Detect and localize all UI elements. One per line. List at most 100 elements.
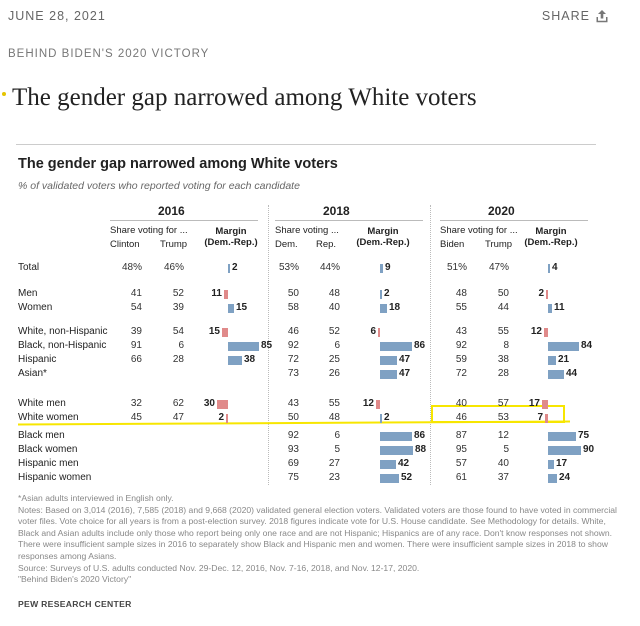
row-label: Hispanic men (18, 458, 79, 469)
value-cand2: 23 (328, 472, 340, 483)
row-label: Women (18, 302, 53, 313)
value-cand1: 58 (287, 302, 299, 313)
value-cand2: 55 (497, 326, 509, 337)
margin-bar-rep (376, 400, 380, 409)
value-cand1: 50 (287, 288, 299, 299)
margin-value: 42 (398, 458, 410, 469)
column-separator (430, 205, 431, 485)
value-cand2: 27 (328, 458, 340, 469)
margin-value: 90 (583, 444, 595, 455)
share-icon (596, 9, 608, 22)
row-label: White women (18, 412, 79, 423)
margin-value: 6 (370, 326, 376, 337)
margin-bar-dem (380, 460, 396, 469)
margin-bar-dem (380, 264, 383, 273)
row-label: Asian* (18, 368, 47, 379)
value-cand1: 73 (287, 368, 299, 379)
margin-value: 24 (559, 472, 571, 483)
candidate-2-header: Trump (160, 239, 188, 250)
margin-bar-dem (380, 290, 382, 299)
margin-value: 30 (203, 398, 215, 409)
margin-bar-dem (548, 474, 557, 483)
value-cand1: 92 (287, 340, 299, 351)
margin-value: 15 (236, 302, 248, 313)
margin-value: 12 (530, 326, 542, 337)
value-cand1: 66 (130, 354, 142, 365)
value-cand2: 52 (328, 326, 340, 337)
share-label: Share voting for ... (440, 225, 518, 236)
value-cand1: 59 (455, 354, 467, 365)
margin-value: 15 (208, 326, 220, 337)
value-cand1: 40 (455, 398, 467, 409)
margin-bar-rep (217, 400, 228, 409)
column-separator (268, 205, 269, 485)
value-cand2: 54 (172, 326, 184, 337)
value-cand2: 25 (328, 354, 340, 365)
value-cand2: 53 (497, 412, 509, 423)
candidate-1-header: Dem. (275, 239, 298, 250)
margin-header: Margin (Dem.-Rep.) (204, 226, 258, 248)
value-cand2: 37 (497, 472, 509, 483)
margin-bar-dem (548, 446, 581, 455)
margin-value: 18 (389, 302, 401, 313)
margin-bar-dem (548, 304, 552, 313)
margin-bar-dem (548, 356, 556, 365)
value-cand2: 6 (334, 340, 340, 351)
margin-value: 11 (211, 288, 222, 299)
margin-bar-dem (548, 342, 579, 351)
value-cand2: 12 (497, 430, 509, 441)
margin-bar-rep (542, 400, 548, 409)
value-cand2: 39 (172, 302, 184, 313)
value-cand1: 69 (287, 458, 299, 469)
value-cand1: 55 (455, 302, 467, 313)
share-label: Share voting for ... (110, 225, 188, 236)
margin-bar-dem (228, 264, 230, 273)
margin-value: 44 (566, 368, 578, 379)
value-cand2: 28 (497, 368, 509, 379)
value-cand2: 48 (328, 412, 340, 423)
value-cand1: 93 (287, 444, 299, 455)
margin-bar-dem (380, 342, 412, 351)
year-rule (440, 220, 588, 221)
value-cand1: 91 (130, 340, 142, 351)
margin-value: 2 (384, 288, 390, 299)
value-cand2: 38 (497, 354, 509, 365)
margin-value: 47 (399, 354, 411, 365)
margin-bar-rep (224, 290, 228, 299)
margin-value: 17 (556, 458, 568, 469)
value-cand2: 6 (334, 430, 340, 441)
margin-bar-dem (380, 304, 387, 313)
margin-value: 7 (537, 412, 543, 423)
org-credit: PEW RESEARCH CENTER (18, 599, 132, 609)
value-cand1: 54 (130, 302, 142, 313)
margin-value: 9 (385, 262, 391, 273)
margin-bar-dem (548, 264, 550, 273)
share-button[interactable]: SHARE (542, 9, 608, 23)
margin-bar-dem (380, 432, 412, 441)
share-label: Share voting ... (275, 225, 339, 236)
value-cand1: 57 (455, 458, 467, 469)
value-cand1: 45 (130, 412, 142, 423)
value-cand1: 92 (287, 430, 299, 441)
margin-bar-rep (544, 328, 548, 337)
value-cand2: 62 (172, 398, 184, 409)
chart-title: The gender gap narrowed among White vote… (18, 156, 338, 172)
margin-bar-dem (380, 474, 399, 483)
value-cand2: 47% (488, 262, 509, 273)
margin-header: Margin (Dem.-Rep.) (524, 226, 578, 248)
value-cand2: 48 (328, 288, 340, 299)
row-label: Black men (18, 430, 65, 441)
year-rule (110, 220, 258, 221)
value-cand1: 53% (278, 262, 299, 273)
margin-value: 86 (414, 340, 426, 351)
publish-date: JUNE 28, 2021 (8, 9, 106, 23)
year-header: 2016 (158, 204, 185, 218)
value-cand2: 28 (172, 354, 184, 365)
row-label: Black, non-Hispanic (18, 340, 107, 351)
value-cand1: 46 (455, 412, 467, 423)
value-cand1: 61 (455, 472, 467, 483)
value-cand1: 46 (287, 326, 299, 337)
series-kicker[interactable]: BEHIND BIDEN'S 2020 VICTORY (8, 48, 210, 60)
candidate-1-header: Biden (440, 239, 465, 250)
row-label: Total (18, 262, 40, 273)
